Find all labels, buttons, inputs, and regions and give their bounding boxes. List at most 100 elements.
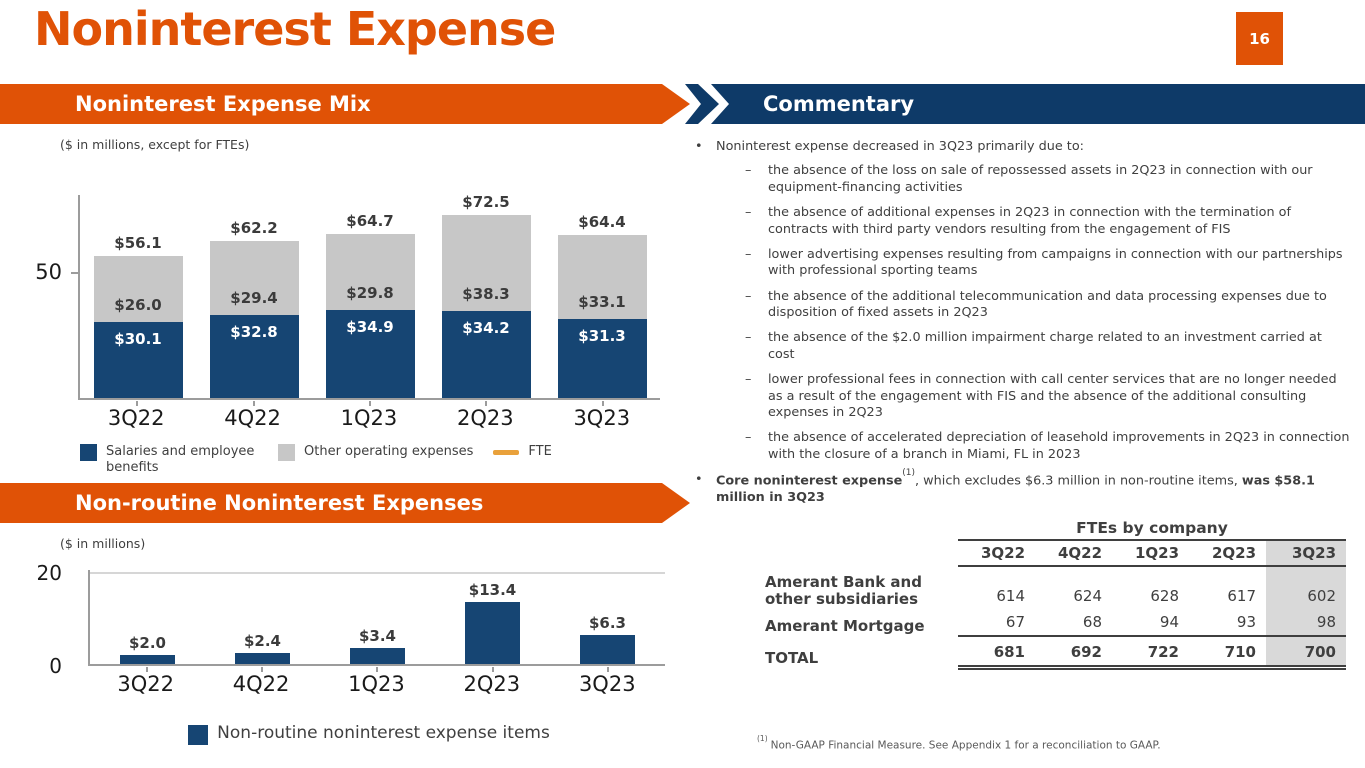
legend-label: FTE — [528, 444, 552, 459]
x-axis-tick — [601, 401, 604, 406]
legend-label: Other operating expenses — [304, 444, 474, 459]
fte-cell: 722 — [1112, 635, 1189, 670]
x-axis-tick — [145, 667, 148, 672]
sub-bullet-text: lower advertising expenses resulting fro… — [768, 246, 1343, 279]
fte-row-label: Amerant Mortgage — [765, 617, 925, 636]
sub-bullet: – the absence of the loss on sale of repo… — [745, 163, 1350, 196]
fte-row-label: Amerant Bank and other subsidiaries — [765, 573, 922, 609]
segment-label: $31.3 — [578, 326, 626, 345]
chevron-right-icon — [685, 84, 719, 124]
x-axis-tick — [376, 667, 379, 672]
y-axis-label: 20 — [36, 560, 62, 585]
fte-title-row: FTEs by company — [765, 519, 1346, 541]
x-axis-tick — [485, 401, 488, 406]
bar-segment-other-operating: $29.8 — [325, 234, 415, 310]
nonroutine-chart-subtitle: ($ in millions) — [60, 536, 146, 551]
fte-header-row: 3Q22 4Q22 1Q23 2Q23 3Q23 — [765, 540, 1346, 567]
stacked-bar-chart: $56.1 $26.0 $30.1 $62.2 $29.4 $32.8 $64.7 $29.8… — [71, 193, 660, 400]
segment-label: $29.8 — [346, 283, 394, 302]
x-axis-tick — [491, 667, 494, 672]
x-axis-tick — [368, 401, 371, 406]
segment-label: $29.4 — [230, 289, 278, 307]
sub-bullet-text: lower professional fees in connection wi… — [768, 372, 1337, 420]
fte-cell: 710 — [1189, 635, 1266, 670]
dash-marker: – — [745, 430, 752, 446]
legend-line-swatch — [493, 450, 520, 455]
bar — [235, 652, 290, 664]
y-axis-label: 50 — [35, 260, 62, 285]
bar-column-3Q23: $64.4 $33.1 $31.3 — [544, 213, 660, 398]
bar-segment-salaries: $34.2 — [441, 311, 531, 398]
page-number: 16 — [1249, 29, 1270, 48]
fte-col-header: 3Q22 — [958, 540, 1035, 567]
legend-item: FTE — [493, 444, 552, 460]
mix-chart-legend: Salaries and employee benefits Other oper… — [80, 444, 552, 477]
bar-chart: $2.0 $2.4 $3.4 $13.4 $6.3 — [88, 570, 665, 666]
y-axis-label: 0 — [49, 654, 62, 678]
x-axis-label: 3Q22 — [88, 667, 203, 696]
bar — [350, 648, 405, 664]
bar-total-label: $56.1 — [114, 234, 162, 253]
bar-column-3Q22: $56.1 $26.0 $30.1 — [80, 234, 196, 398]
fte-cell: 68 — [1035, 608, 1112, 637]
fte-cell: 94 — [1112, 608, 1189, 637]
gridline — [90, 571, 665, 574]
sub-bullet: – the absence of the $2.0 million impairm… — [745, 330, 1350, 363]
bar — [465, 601, 520, 664]
sub-bullet-text: the absence of additional expenses in 2Q… — [768, 205, 1291, 237]
bar-segment-other-operating: $29.4 — [209, 240, 299, 315]
dash-marker: – — [745, 246, 752, 262]
fte-row-label: TOTAL — [765, 648, 819, 667]
bar-segment-salaries: $34.9 — [325, 309, 415, 398]
section-banner-commentary-bar: Commentary — [711, 84, 1365, 124]
bar-column-1Q23: $3.4 — [320, 627, 435, 664]
dash-marker: – — [745, 288, 752, 304]
x-axis-label: 3Q23 — [550, 667, 665, 696]
footnote-marker: (1) — [757, 734, 768, 743]
x-axis-tick — [607, 667, 610, 672]
segment-label: $34.9 — [346, 317, 394, 336]
bar-column-2Q23: $72.5 $38.3 $34.2 — [428, 193, 544, 398]
dash-marker: – — [745, 330, 752, 346]
fte-row: TOTAL 681 692 722 710 700 — [765, 635, 1346, 670]
bar-total-label: $64.7 — [346, 212, 394, 231]
segment-label: $33.1 — [578, 292, 626, 311]
bullet-text: Core noninterest expense(1), which exclu… — [716, 468, 1315, 505]
legend-item: Non-routine noninterest expense items — [188, 723, 550, 745]
fte-col-header: 2Q23 — [1189, 540, 1266, 567]
dash-marker: – — [745, 163, 752, 179]
fte-cell: 602 — [1266, 566, 1346, 609]
segment-label: $30.1 — [114, 329, 162, 348]
legend-square-swatch — [80, 444, 97, 461]
bar-segment-other-operating: $33.1 — [557, 235, 647, 319]
bar-total-label: $62.2 — [230, 218, 278, 237]
bar-chart-x-axis: 3Q22 4Q22 1Q23 2Q23 3Q23 — [88, 667, 665, 696]
core-expense-bullet: • Core noninterest expense(1), which exc… — [695, 468, 1350, 506]
bar — [120, 654, 175, 664]
x-axis-label: 4Q22 — [195, 401, 311, 430]
fte-cell: 67 — [958, 608, 1035, 637]
legend-label: Non-routine noninterest expense items — [217, 723, 550, 743]
legend-item: Salaries and employee benefits — [80, 444, 258, 477]
stacked-bar-chart-x-axis: 3Q22 4Q22 1Q23 2Q23 3Q23 — [78, 401, 660, 430]
mix-chart-subtitle: ($ in millions, except for FTEs) — [60, 137, 250, 152]
fte-col-header: 1Q23 — [1112, 540, 1189, 567]
fte-cell: 628 — [1150, 586, 1179, 605]
fte-cell: 700 — [1266, 635, 1346, 670]
sub-bullet-text: the absence of the additional telecommun… — [768, 288, 1327, 320]
spacer-cell — [765, 519, 958, 540]
bar-segment-salaries: $30.1 — [93, 321, 183, 398]
bullet-text: Noninterest expense decreased in 3Q23 pr… — [716, 139, 1084, 154]
bar-segment-salaries: $31.3 — [557, 318, 647, 398]
sub-bullet-text: the absence of accelerated depreciation … — [768, 430, 1350, 462]
section-banner-mix-label: Noninterest Expense Mix — [75, 92, 371, 116]
footnote-ref: (1) — [902, 468, 916, 478]
bar-column-3Q23: $6.3 — [550, 614, 665, 664]
footnote-text: Non-GAAP Financial Measure. See Appendix… — [770, 739, 1161, 752]
x-axis-label: 1Q23 — [319, 667, 434, 696]
bar-column-4Q22: $2.4 — [205, 632, 320, 664]
fte-table-title: FTEs by company — [958, 519, 1346, 541]
bar-segment-other-operating: $38.3 — [441, 214, 531, 312]
segment-label: $38.3 — [462, 285, 510, 304]
fte-cell: 614 — [996, 586, 1025, 605]
